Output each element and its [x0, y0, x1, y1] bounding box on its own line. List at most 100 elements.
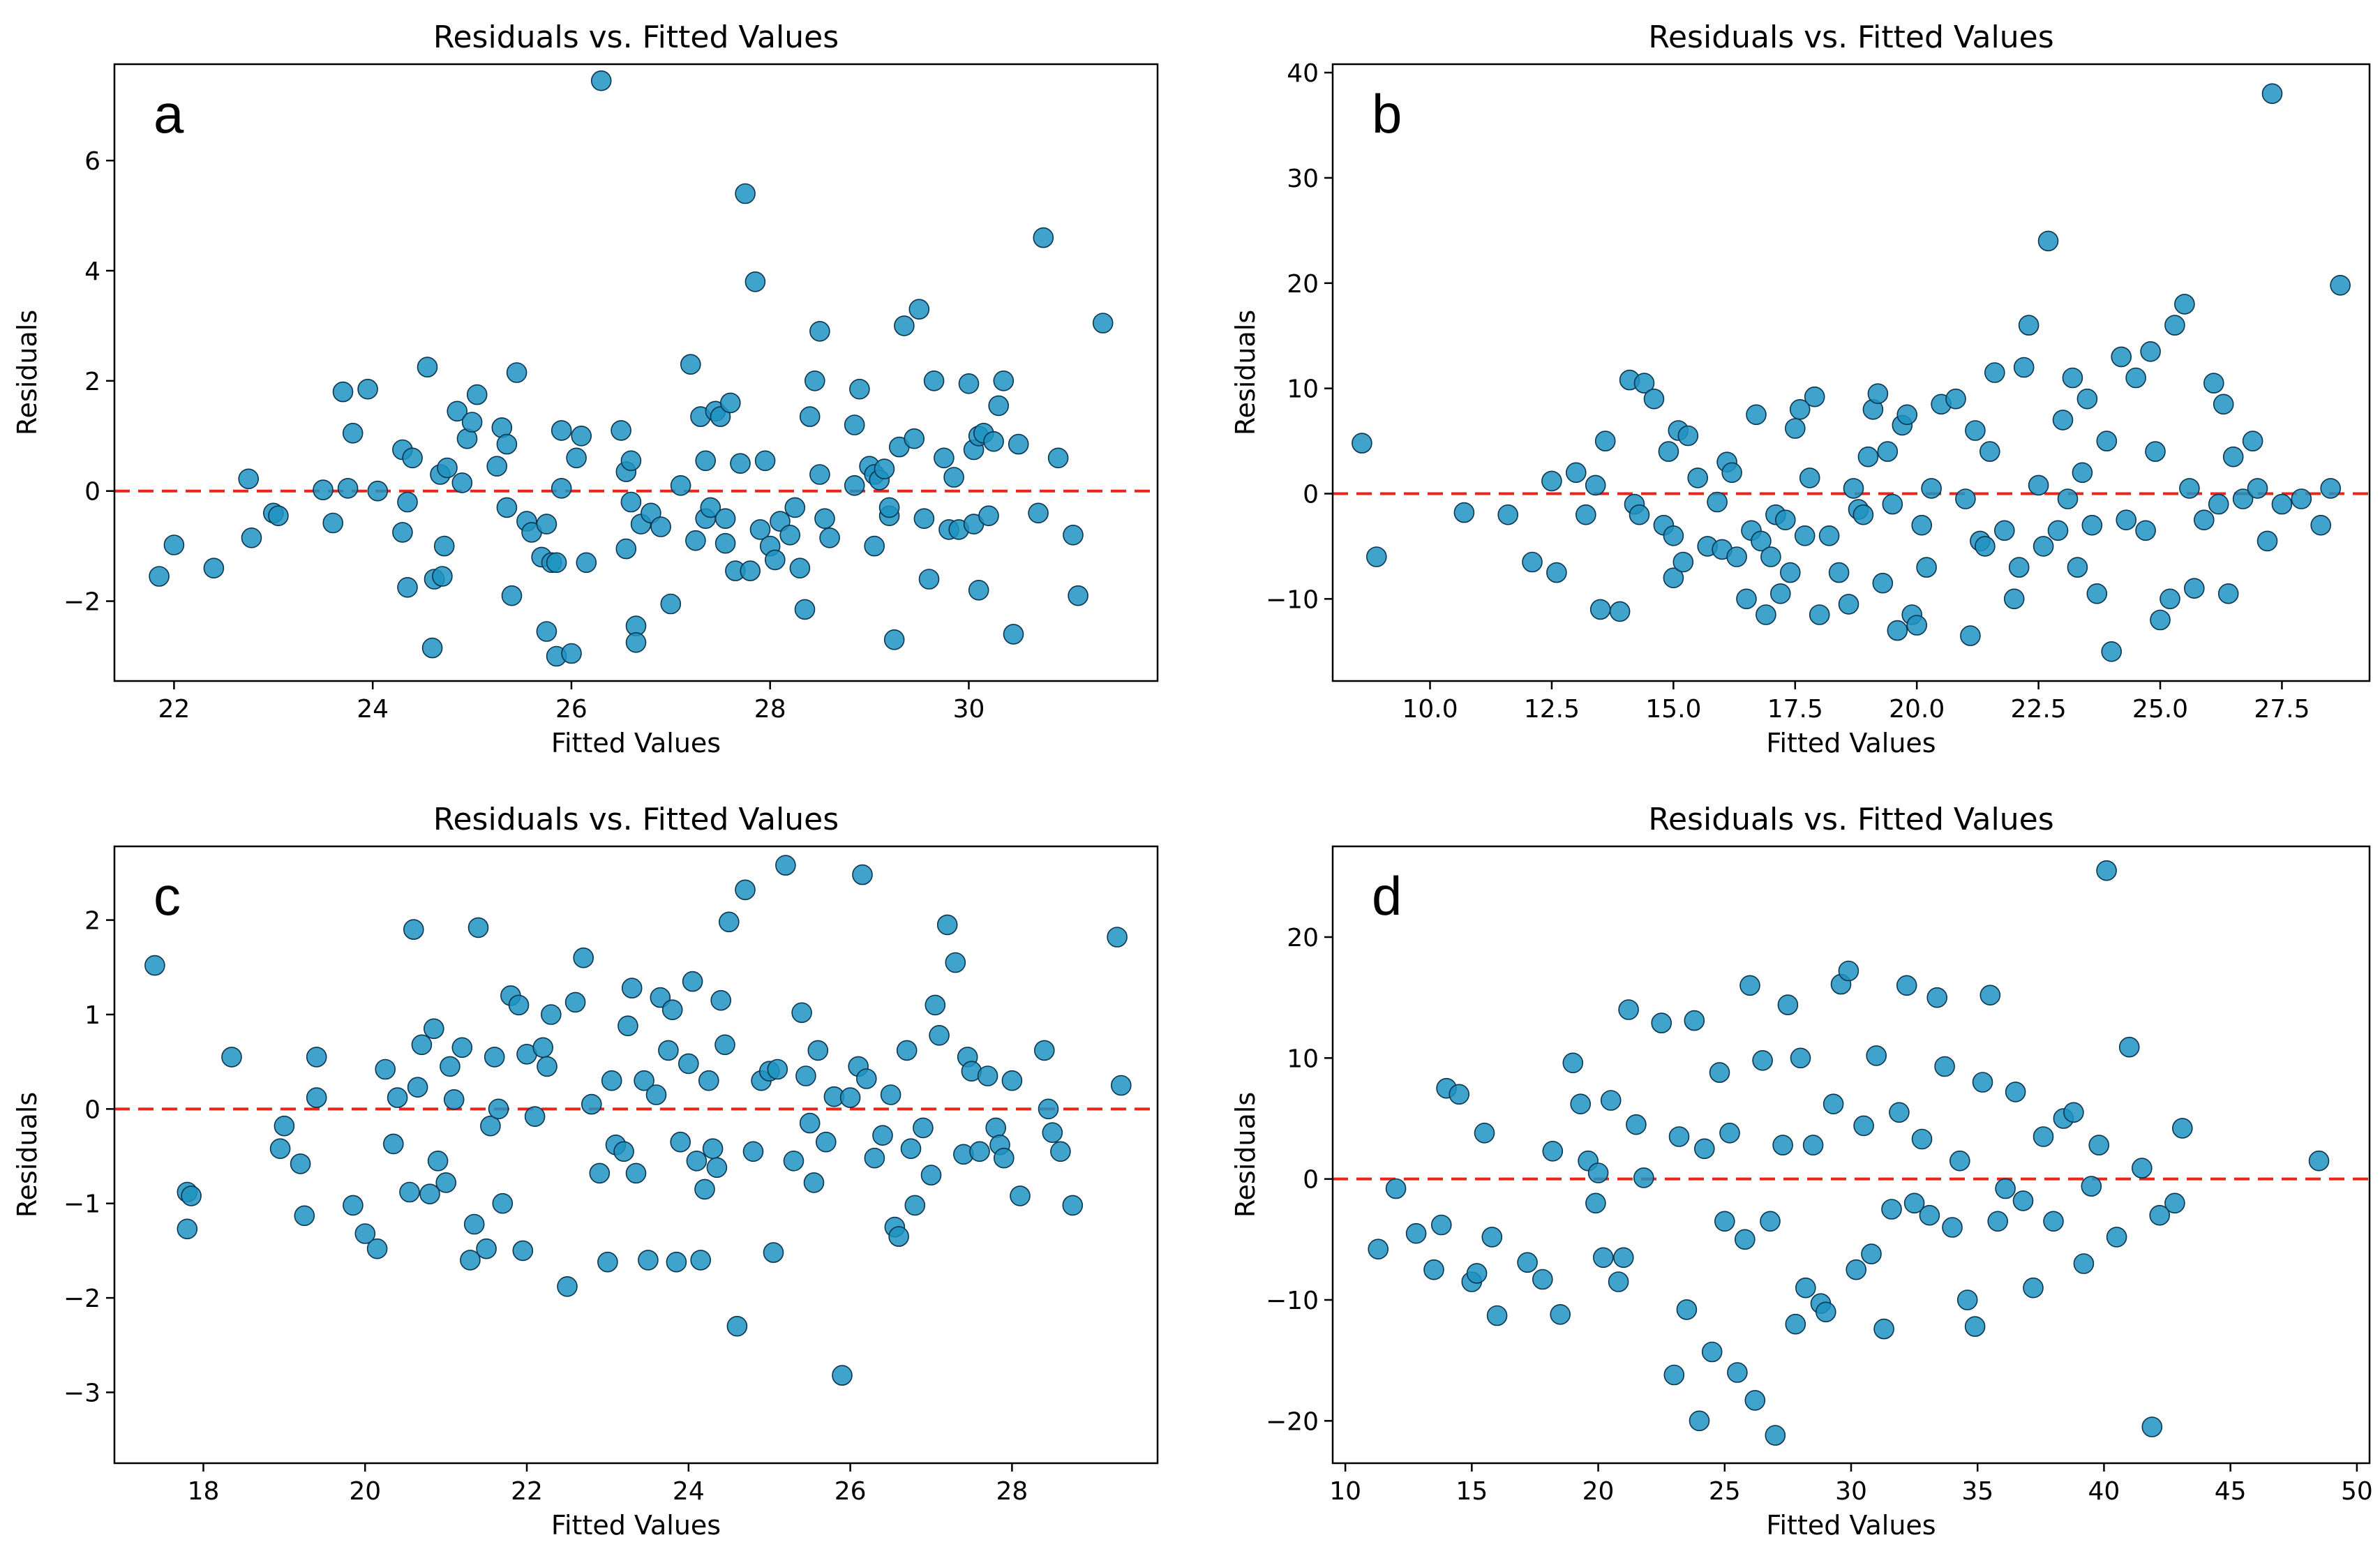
- data-point: [1965, 420, 1986, 441]
- data-point: [625, 631, 647, 653]
- data-point: [1566, 462, 1587, 484]
- data-point: [447, 401, 468, 422]
- data-point: [1719, 1123, 1740, 1144]
- y-tick-label: 20: [1287, 270, 1319, 299]
- data-point: [2132, 1158, 2153, 1179]
- data-point: [294, 1205, 315, 1227]
- data-point: [2261, 83, 2283, 104]
- data-point: [177, 1218, 198, 1240]
- data-point: [749, 519, 771, 540]
- data-point: [1481, 1227, 1503, 1248]
- data-point: [274, 1115, 295, 1137]
- data-point: [1721, 462, 1742, 484]
- y-tick-label: −2: [63, 1285, 100, 1313]
- data-point: [366, 1238, 388, 1259]
- data-point: [1668, 1126, 1690, 1147]
- data-point: [1541, 470, 1562, 492]
- data-point: [685, 530, 706, 551]
- data-point: [945, 952, 966, 973]
- data-point: [791, 1002, 812, 1024]
- data-point: [496, 497, 518, 518]
- data-point: [993, 370, 1015, 391]
- data-point: [1677, 425, 1699, 447]
- data-point: [2003, 588, 2025, 610]
- data-point: [934, 447, 955, 469]
- data-point: [1727, 1362, 1748, 1383]
- y-tick-label: 6: [84, 147, 100, 176]
- data-point: [1877, 441, 1899, 462]
- data-point: [2028, 474, 2049, 496]
- data-point: [163, 534, 185, 555]
- plot-frame: [1331, 63, 2371, 682]
- data-point: [1751, 530, 1772, 552]
- data-point: [809, 320, 830, 342]
- data-point: [896, 1040, 918, 1061]
- data-point: [2160, 588, 2180, 610]
- data-point: [2118, 1036, 2140, 1058]
- x-tick-label: 26: [555, 695, 587, 724]
- data-point: [2194, 509, 2215, 531]
- data-point: [661, 999, 683, 1020]
- data-point: [1828, 562, 1850, 583]
- data-point: [1453, 502, 1475, 523]
- data-point: [589, 1162, 611, 1184]
- x-tick-label: 30: [1835, 1477, 1867, 1506]
- panel-d: Residuals vs. Fitted Values 10 15 20 25 30 35 4…: [1230, 802, 2373, 1541]
- data-point: [417, 357, 438, 377]
- data-point: [1038, 1098, 1059, 1120]
- data-point: [203, 558, 225, 579]
- data-point: [1497, 504, 1518, 525]
- data-point: [342, 422, 364, 444]
- data-point: [461, 412, 483, 433]
- data-point: [2072, 462, 2093, 484]
- data-point: [1562, 1052, 1584, 1074]
- data-point: [322, 512, 344, 534]
- data-point: [615, 538, 637, 560]
- data-point: [1694, 1138, 1715, 1160]
- data-point: [2063, 1102, 2084, 1123]
- x-axis-label: Fitted Values: [551, 1510, 721, 1541]
- x-tick-label: 25.0: [2132, 695, 2188, 724]
- data-point: [480, 1115, 501, 1137]
- data-point: [1676, 1299, 1698, 1320]
- data-point: [382, 1133, 404, 1155]
- data-point: [1760, 546, 1781, 567]
- data-point: [506, 362, 527, 383]
- data-point: [678, 1053, 699, 1075]
- data-point: [2043, 1211, 2064, 1232]
- data-point: [2320, 478, 2341, 499]
- data-point: [1405, 1222, 1427, 1244]
- chart-title: Residuals vs. Fitted Values: [433, 20, 839, 55]
- data-point: [1651, 1012, 1672, 1033]
- data-point: [1903, 1192, 1925, 1214]
- data-point: [512, 1240, 534, 1262]
- data-point: [799, 1112, 821, 1134]
- y-tick-label: 40: [1287, 59, 1319, 88]
- data-point: [765, 549, 786, 571]
- data-point: [1979, 985, 2001, 1005]
- data-point: [918, 569, 940, 590]
- data-point: [1570, 1093, 1591, 1114]
- data-point: [1765, 1425, 1786, 1446]
- data-point: [1034, 1040, 1055, 1061]
- data-point: [978, 505, 999, 527]
- data-point: [620, 450, 642, 472]
- data-point: [908, 299, 930, 320]
- data-point: [904, 1195, 926, 1216]
- x-tick-label: 12.5: [1524, 695, 1580, 724]
- data-point: [1107, 927, 1128, 948]
- x-tick-label: 20: [1582, 1477, 1615, 1506]
- data-point: [720, 392, 741, 414]
- x-tick-label: 35: [1961, 1477, 1993, 1506]
- data-point: [864, 535, 885, 557]
- data-point: [2184, 578, 2205, 599]
- data-point: [1955, 488, 1976, 509]
- data-point: [694, 1179, 715, 1200]
- data-point: [1802, 1135, 1824, 1155]
- data-point: [551, 477, 572, 499]
- data-point: [492, 1192, 514, 1214]
- data-point: [397, 491, 418, 513]
- data-point: [1068, 585, 1088, 606]
- data-point: [2310, 514, 2331, 536]
- data-point: [1618, 999, 1639, 1020]
